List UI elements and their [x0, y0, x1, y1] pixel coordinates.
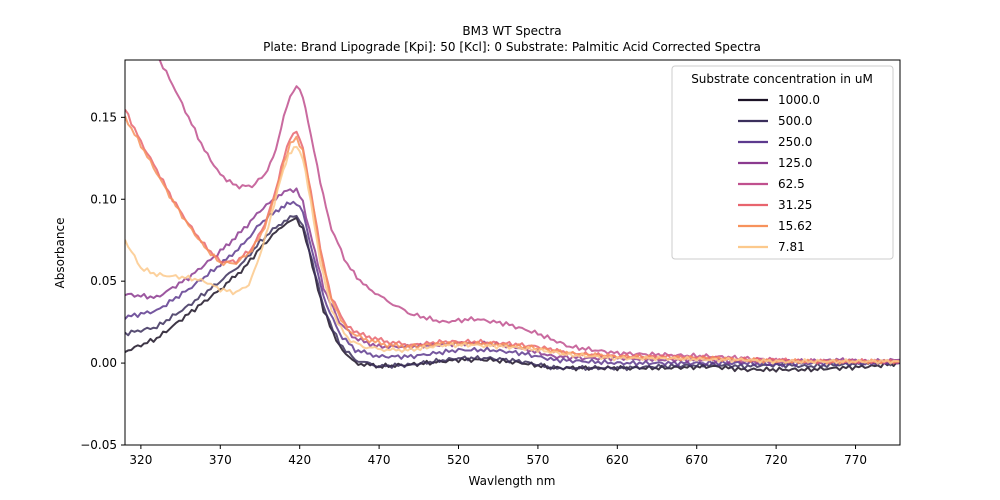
legend-title: Substrate concentration in uM: [691, 72, 873, 86]
legend: Substrate concentration in uM 1000.0 500.…: [671, 65, 894, 260]
x-tick-label: 470: [368, 453, 391, 467]
legend-label: 250.0: [778, 135, 812, 149]
y-tick-label: 0.10: [90, 192, 117, 206]
legend-label: 125.0: [778, 156, 812, 170]
series-line-250-0: [125, 200, 900, 368]
x-tick-label: 770: [844, 453, 867, 467]
y-tick-label: 0.15: [90, 110, 117, 124]
chart-title: BM3 WT Spectra: [462, 24, 561, 38]
legend-label: 7.81: [778, 240, 805, 254]
y-tick-label: 0.00: [90, 356, 117, 370]
y-axis-label: Absorbance: [53, 218, 67, 289]
legend-box: [671, 65, 894, 260]
x-tick-label: 620: [606, 453, 629, 467]
legend-label: 15.62: [778, 219, 812, 233]
legend-label: 500.0: [778, 114, 812, 128]
series-layer: [125, 60, 900, 373]
x-tick-label: 570: [526, 453, 549, 467]
x-tick-label: 370: [209, 453, 232, 467]
plot-frame: [124, 59, 901, 446]
x-tick-label: 320: [129, 453, 152, 467]
chart-subtitle: Plate: Brand Lipograde [Kpi]: 50 [Kcl]: …: [263, 40, 761, 54]
legend-label: 31.25: [778, 198, 812, 212]
x-axis: 320 370 420 470 520 570 620 670 720 770: [129, 445, 867, 467]
x-tick-label: 720: [765, 453, 788, 467]
x-tick-label: 420: [288, 453, 311, 467]
x-tick-label: 670: [685, 453, 708, 467]
series-line-7-81: [125, 145, 900, 365]
y-tick-label: −0.05: [80, 438, 117, 452]
legend-label: 1000.0: [778, 93, 820, 107]
legend-label: 62.5: [778, 177, 805, 191]
y-tick-label: 0.05: [90, 274, 117, 288]
x-axis-label: Wavlength nm: [469, 474, 556, 488]
series-line-62-5: [158, 60, 900, 365]
x-tick-label: 520: [447, 453, 470, 467]
y-axis: −0.05 0.00 0.05 0.10 0.15: [80, 110, 125, 452]
